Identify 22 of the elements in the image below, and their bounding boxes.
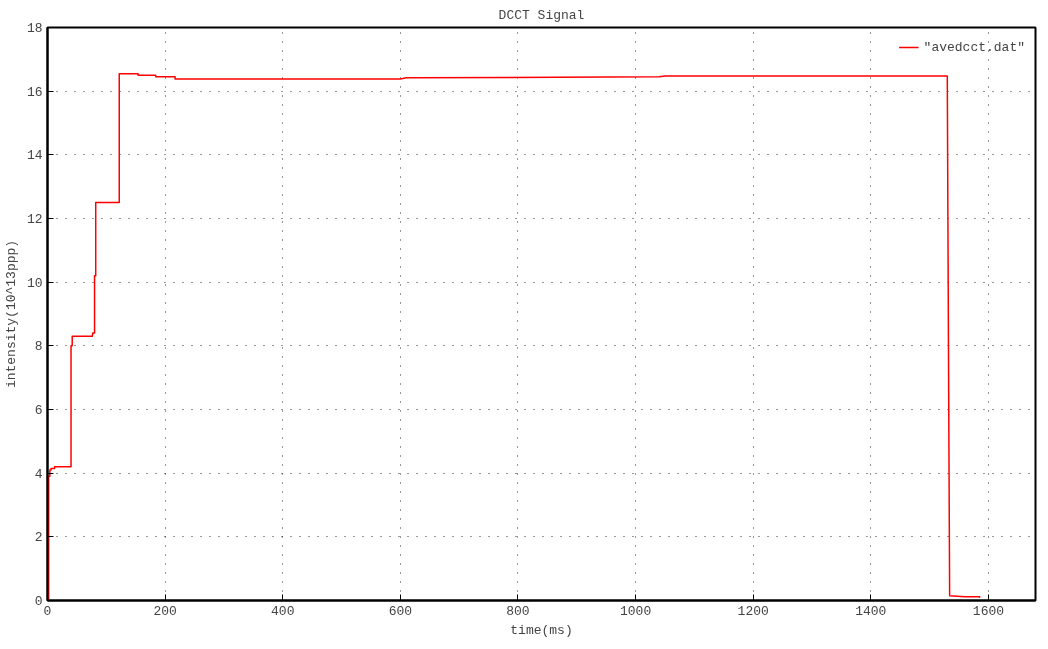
x-tick-label: 400	[271, 603, 295, 619]
y-tick-label: 12	[26, 212, 43, 227]
x-tick-label: 1600	[972, 603, 1005, 619]
x-tick-label: 1000	[619, 603, 652, 619]
y-tick-label: 2	[34, 530, 43, 546]
x-tick-label: 800	[506, 603, 530, 619]
chart-title: DCCT Signal	[498, 7, 585, 23]
line-series	[47, 72, 981, 601]
x-tick-label: 1200	[737, 603, 769, 619]
y-tick-label: 10	[26, 275, 43, 291]
y-tick-label: 18	[26, 21, 43, 36]
y-tick-label: 4	[34, 466, 43, 482]
y-axis-title: intensity(10^13ppp)	[3, 239, 19, 389]
y-tick-label: 14	[26, 148, 43, 164]
x-tick-label: 1400	[855, 603, 887, 619]
y-tick-label: 8	[34, 339, 43, 355]
x-tick-label: 600	[388, 603, 413, 619]
x-tick-label: 200	[153, 603, 177, 619]
y-tick-label: 6	[34, 403, 43, 418]
legend-label: "avedcct.dat"	[923, 39, 1025, 55]
x-axis-title: time(ms)	[510, 622, 573, 638]
y-tick-label: 16	[26, 84, 43, 100]
